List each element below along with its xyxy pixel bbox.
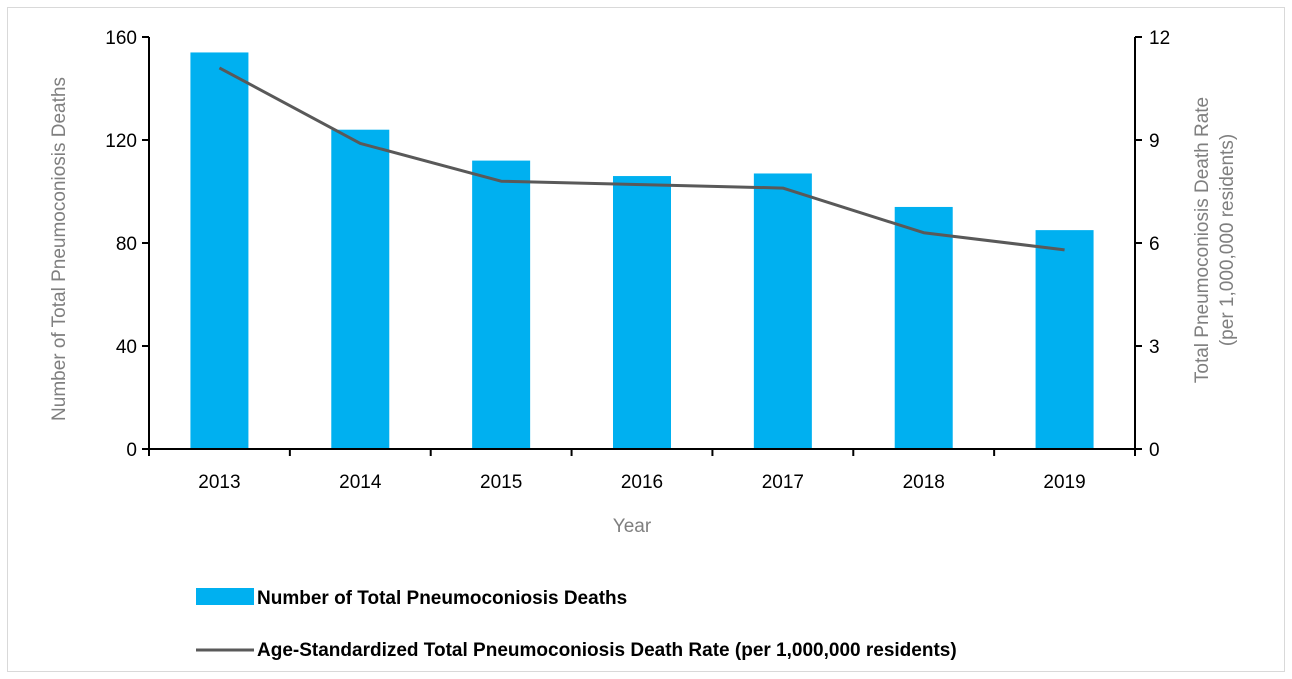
chart: 0 40 80 120 160 0 3 6 9 12 2013 2014 2015 2016 2017 201… [8,8,1286,673]
x-tick-label-2015: 2015 [480,472,522,493]
bar-2016 [613,176,671,449]
y-axis-right-title-line2: (per 1,000,000 residents) [1217,134,1238,346]
bar-2017 [754,173,812,449]
x-tick-label-2013: 2013 [198,472,240,493]
legend-line-label: Age-Standardized Total Pneumoconiosis De… [257,640,957,661]
y-axis-left-title: Number of Total Pneumoconiosis Deaths [49,77,70,421]
x-tick-label-2014: 2014 [339,472,382,493]
legend-bar-label: Number of Total Pneumoconiosis Deaths [257,588,627,609]
y-right-tick-label-3: 3 [1149,337,1160,358]
bar-2019 [1036,230,1094,449]
y-left-tick-label-80: 80 [116,234,137,255]
y-left-tick-label-120: 120 [105,131,137,152]
x-tick-label-2018: 2018 [903,472,945,493]
bar-2018 [895,207,953,449]
x-tick-label-2017: 2017 [762,472,804,493]
y-axis-right-title-line1: Total Pneumoconiosis Death Rate [1192,97,1213,383]
bar-2014 [331,130,389,449]
y-left-tick-label-0: 0 [126,440,137,461]
x-tick-label-2016: 2016 [621,472,663,493]
legend: Number of Total Pneumoconiosis Deaths Ag… [196,588,957,661]
x-tick-label-2019: 2019 [1043,472,1085,493]
chart-frame: 0 40 80 120 160 0 3 6 9 12 2013 2014 2015 2016 2017 201… [7,7,1285,672]
y-right-tick-label-0: 0 [1149,440,1160,461]
bar-2015 [472,161,530,449]
y-right-tick-label-9: 9 [1149,131,1160,152]
x-axis-title: Year [613,516,652,537]
y-right-tick-label-6: 6 [1149,234,1160,255]
y-right-tick-label-12: 12 [1149,28,1170,49]
y-left-tick-label-40: 40 [116,337,137,358]
y-left-tick-label-160: 160 [105,28,137,49]
bars-layer [190,52,1093,449]
legend-bar-swatch [196,588,254,605]
bar-2013 [190,52,248,449]
